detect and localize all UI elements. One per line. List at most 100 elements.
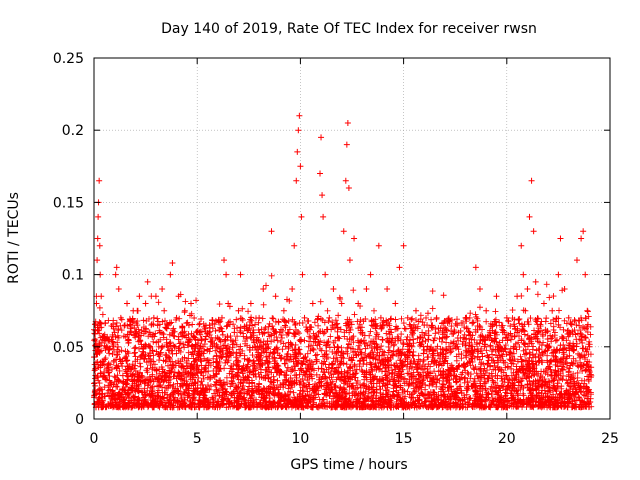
- data-point: [94, 257, 101, 264]
- x-tick-labels: 0 5 10 15 20 25: [90, 431, 619, 447]
- data-point: [530, 228, 537, 235]
- data-point: [251, 343, 258, 350]
- data-point: [555, 271, 562, 278]
- data-point: [179, 329, 186, 336]
- data-point: [346, 257, 353, 264]
- data-point: [177, 358, 184, 365]
- data-point: [294, 148, 301, 155]
- data-point: [210, 372, 217, 379]
- data-point: [528, 177, 535, 184]
- data-point: [293, 177, 300, 184]
- data-point: [165, 322, 172, 329]
- data-point: [507, 336, 514, 343]
- data-point: [223, 271, 230, 278]
- data-point: [330, 286, 337, 293]
- data-point: [319, 192, 326, 199]
- data-point: [225, 300, 232, 307]
- data-point: [119, 372, 126, 379]
- data-point: [388, 329, 395, 336]
- axis-ticks: [93, 57, 611, 420]
- data-point: [379, 358, 386, 365]
- data-point: [231, 329, 238, 336]
- y-tick-labels: 0 0.05 0.1 0.15 0.2 0.25: [53, 51, 84, 428]
- data-point: [117, 314, 124, 321]
- y-tick-label: 0.2: [62, 123, 84, 139]
- x-tick-label: 5: [193, 431, 202, 447]
- data-point: [466, 329, 473, 336]
- data-point: [194, 329, 201, 336]
- plot-frame: [93, 57, 611, 420]
- data-point: [322, 271, 329, 278]
- data-point: [132, 358, 139, 365]
- data-point: [272, 293, 279, 300]
- data-point: [181, 307, 188, 314]
- data-point: [313, 358, 320, 365]
- data-points: [92, 112, 593, 394]
- data-point: [565, 314, 572, 321]
- y-tick-label: 0: [75, 412, 84, 428]
- data-point: [113, 264, 120, 271]
- data-point: [586, 343, 593, 350]
- data-point: [425, 336, 432, 343]
- data-point: [534, 329, 541, 336]
- data-point: [375, 242, 382, 249]
- data-point: [214, 343, 221, 350]
- data-point: [345, 184, 352, 191]
- data-point: [221, 257, 228, 264]
- data-point: [98, 293, 105, 300]
- y-tick-label: 0.25: [53, 51, 84, 67]
- density-marks: [91, 272, 595, 411]
- data-point: [301, 314, 308, 321]
- data-point: [237, 271, 244, 278]
- data-point: [101, 372, 108, 379]
- data-point: [371, 343, 378, 350]
- data-point: [296, 112, 303, 119]
- data-point: [359, 329, 366, 336]
- data-point: [163, 372, 170, 379]
- data-point: [150, 314, 157, 321]
- data-point: [340, 228, 347, 235]
- data-point: [549, 307, 556, 314]
- data-point: [96, 242, 103, 249]
- data-point: [363, 286, 370, 293]
- data-point: [124, 300, 131, 307]
- data-point: [130, 307, 137, 314]
- data-point: [154, 351, 161, 358]
- data-point: [412, 307, 419, 314]
- data-point: [243, 322, 250, 329]
- data-point: [92, 387, 99, 394]
- y-tick-label: 0.05: [53, 340, 84, 356]
- data-point: [545, 343, 552, 350]
- data-point: [334, 343, 341, 350]
- data-point: [235, 307, 242, 314]
- data-point: [280, 307, 287, 314]
- data-point: [540, 300, 547, 307]
- data-point: [260, 286, 267, 293]
- data-point: [148, 358, 155, 365]
- data-point: [128, 329, 135, 336]
- data-point: [157, 329, 164, 336]
- data-point: [218, 314, 225, 321]
- data-point: [285, 351, 292, 358]
- data-point: [111, 329, 118, 336]
- data-point: [99, 358, 106, 365]
- data-point: [297, 163, 304, 170]
- data-point: [188, 300, 195, 307]
- data-point: [152, 293, 159, 300]
- data-point: [472, 264, 479, 271]
- data-point: [392, 300, 399, 307]
- data-point: [239, 365, 246, 372]
- data-point: [462, 314, 469, 321]
- data-point: [569, 343, 576, 350]
- data-point: [343, 141, 350, 148]
- data-point: [171, 343, 178, 350]
- data-point: [107, 379, 114, 386]
- data-point: [351, 235, 358, 242]
- data-point: [483, 307, 490, 314]
- data-point: [344, 119, 351, 126]
- data-point: [526, 213, 533, 220]
- data-point: [309, 300, 316, 307]
- data-point: [404, 314, 411, 321]
- data-point: [289, 286, 296, 293]
